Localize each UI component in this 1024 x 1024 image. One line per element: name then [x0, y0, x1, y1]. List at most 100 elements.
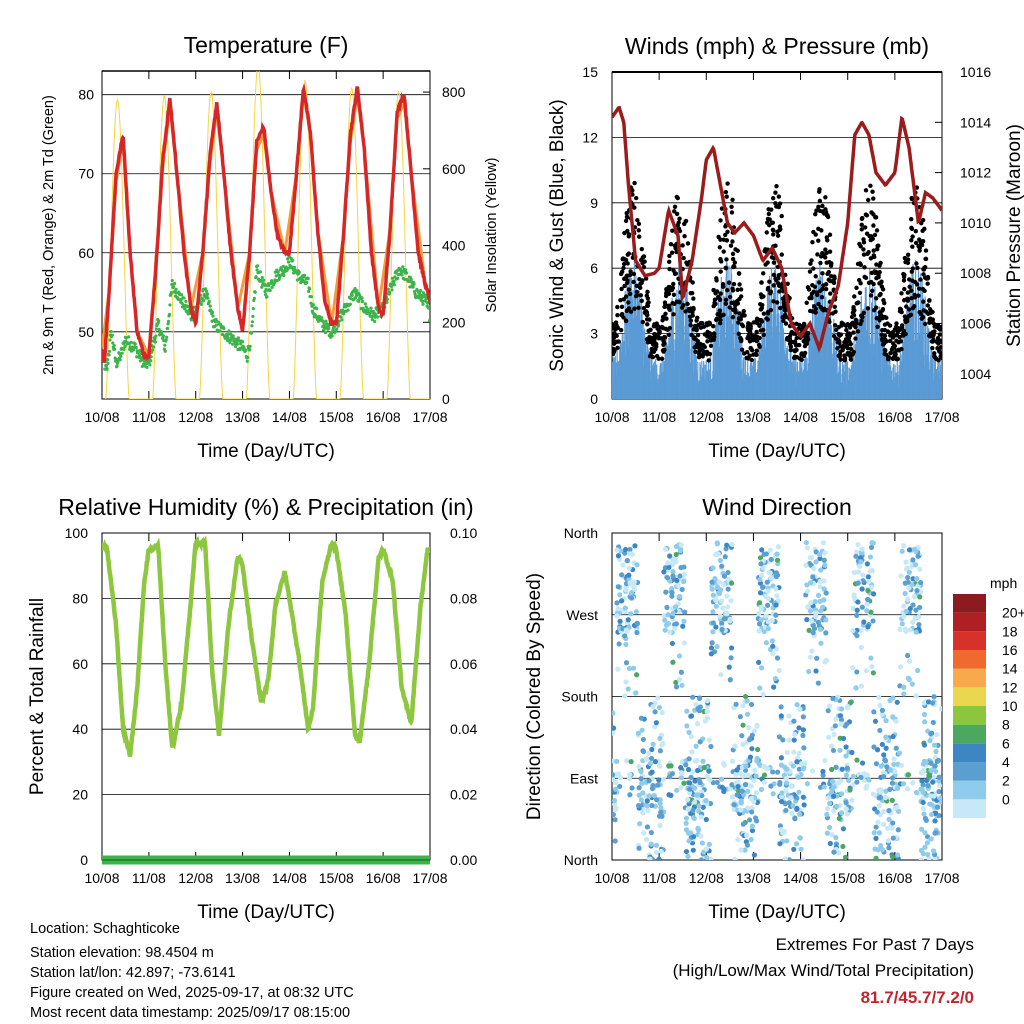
wind-direction-point — [850, 605, 856, 611]
wind-direction-point — [757, 577, 763, 583]
dewpoint-point — [168, 303, 172, 307]
wind-direction-point — [808, 600, 814, 606]
extremes-title: Extremes For Past 7 Days — [775, 935, 974, 954]
dewpoint-point — [313, 313, 317, 317]
wind-direction-point — [660, 776, 667, 783]
wind-direction-point — [714, 779, 720, 785]
wind-direction-point — [640, 790, 646, 796]
wind-gust-point — [773, 201, 778, 206]
wind-direction-point — [752, 767, 758, 773]
dewpoint-point — [426, 301, 430, 305]
wind-direction-point — [797, 811, 803, 817]
wind-gust-point — [704, 349, 710, 355]
wind-gust-point — [875, 243, 880, 249]
wind-gust-point — [697, 348, 702, 354]
wind-direction-point — [770, 651, 776, 657]
wind-direction-point — [873, 835, 879, 841]
wind-gust-point — [671, 292, 677, 297]
wind-gust-point — [842, 355, 848, 361]
wind-gust-point — [731, 281, 737, 287]
wind-direction-point — [673, 679, 679, 686]
wind-direction-point — [883, 788, 889, 794]
wind-gust-point — [659, 324, 665, 330]
wind-direction-point — [714, 644, 720, 650]
wind-gust-point — [638, 281, 643, 286]
wind-direction-point — [690, 847, 696, 853]
wind-direction-point — [836, 850, 842, 856]
wind-gust-point — [934, 356, 939, 362]
colorbar-swatch — [953, 743, 986, 762]
wind-direction-point — [921, 811, 927, 817]
wind-direction-point — [749, 746, 755, 752]
wind-gust-point — [711, 331, 717, 336]
wind-direction-point — [740, 773, 746, 779]
wind-gust-point — [620, 256, 626, 261]
wind-gust-point — [711, 324, 716, 329]
wind-gust-point — [624, 210, 629, 216]
humidity-xtick-label: 12/08 — [178, 870, 213, 886]
dewpoint-point — [315, 307, 319, 311]
wind-direction-point — [871, 744, 877, 750]
wind-gust-point — [808, 261, 813, 266]
wind-direction-point — [809, 618, 815, 624]
wind-gust-point — [735, 301, 741, 306]
wind-gust-point — [802, 343, 808, 349]
wind-gust-point — [905, 257, 911, 262]
wind-direction-point — [797, 706, 803, 712]
dewpoint-point — [110, 333, 114, 337]
wind-direction-point — [695, 827, 702, 833]
wind-gust-point — [829, 261, 834, 266]
wind-gust-point — [925, 303, 931, 308]
wind-direction-point — [773, 573, 780, 580]
wind-direction-point — [647, 856, 653, 860]
temperature-xtick-label: 14/08 — [272, 409, 307, 425]
wind-direction-point — [926, 772, 932, 778]
dewpoint-point — [151, 348, 155, 352]
dewpoint-point — [236, 336, 240, 340]
wind-direction-point — [800, 714, 806, 720]
temperature-y2tick-label: 200 — [442, 314, 466, 330]
wind-gust-point — [696, 343, 702, 348]
wind-gust-point — [806, 287, 812, 292]
wind-gust-point — [871, 212, 876, 217]
wind-direction-point — [617, 592, 623, 598]
winds-xtick-label: 11/08 — [642, 409, 676, 425]
winddir-ytick-label: South — [561, 689, 598, 705]
location-text: Location: Schaghticoke — [30, 921, 180, 937]
wind-direction-point — [905, 574, 911, 581]
wind-gust-point — [888, 331, 894, 336]
wind-direction-point — [747, 737, 753, 743]
wind-direction-point — [818, 567, 824, 573]
wind-gust-point — [661, 342, 666, 348]
wind-gust-point — [931, 332, 936, 337]
dewpoint-point — [309, 301, 313, 305]
wind-gust-point — [897, 334, 902, 340]
wind-direction-point — [707, 800, 714, 807]
wind-direction-point — [822, 659, 828, 665]
wind-direction-point — [699, 792, 705, 799]
wind-direction-point — [636, 764, 642, 770]
winddir-xtick-label: 15/08 — [830, 870, 865, 886]
wind-gust-point — [904, 304, 909, 309]
wind-direction-point — [796, 725, 802, 731]
wind-direction-point — [685, 806, 691, 812]
wind-direction-point — [710, 565, 716, 571]
wind-direction-point — [759, 547, 765, 553]
dewpoint-point — [305, 280, 309, 285]
wind-direction-point — [617, 783, 623, 790]
wind-direction-point — [744, 698, 750, 704]
wind-direction-point — [906, 676, 912, 683]
dewpoint-point — [106, 361, 110, 365]
wind-direction-point — [810, 768, 816, 774]
wind-gust-point — [871, 253, 876, 258]
wind-direction-point — [693, 701, 699, 708]
wind-direction-point — [825, 795, 831, 801]
wind-direction-point — [879, 711, 885, 717]
wind-gust-point — [696, 322, 701, 328]
wind-gust-point — [890, 335, 896, 340]
winddir-xtick-label: 17/08 — [924, 870, 959, 886]
wind-direction-point — [887, 767, 893, 773]
wind-direction-point — [934, 804, 941, 810]
dewpoint-point — [111, 341, 115, 345]
wind-direction-point — [700, 804, 706, 810]
